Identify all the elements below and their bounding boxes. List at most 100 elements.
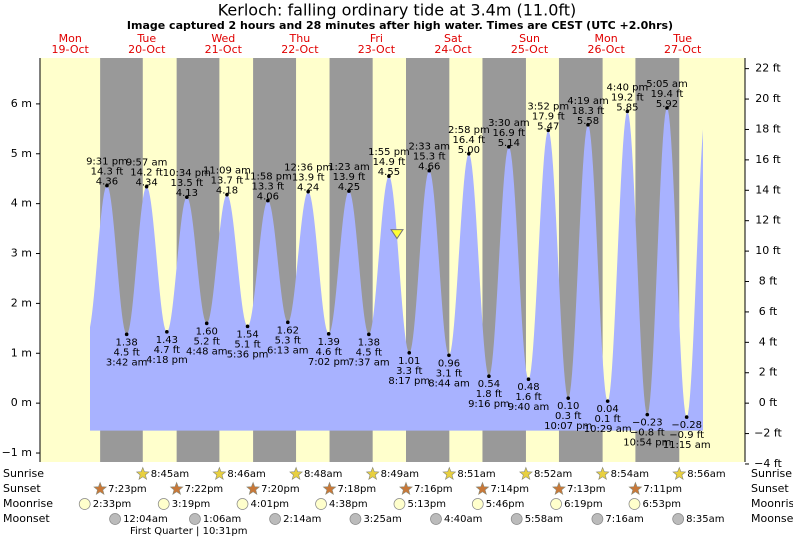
day-date: 27-Oct <box>664 43 702 56</box>
tide-point <box>684 415 689 419</box>
y-tick-label: 6 m <box>11 97 32 110</box>
tide-time: 10:07 pm <box>544 421 592 432</box>
sunrise-time: 8:49am <box>381 469 419 480</box>
sunset-time: 7:18pm <box>338 484 377 495</box>
sunset-icon <box>552 481 566 495</box>
chart-subtitle: Image captured 2 hours and 28 minutes af… <box>127 19 673 32</box>
tide-time: 5:36 pm <box>227 349 269 360</box>
tide-label: 5.47 <box>537 121 559 132</box>
y2-tick-label: 8 ft <box>759 275 778 288</box>
tide-point <box>467 151 471 156</box>
tide-point <box>645 412 650 417</box>
moonrise-icon <box>550 498 562 510</box>
day-weekday: Tue <box>136 32 156 45</box>
sunset-icon <box>169 481 184 495</box>
tide-label: −0.23 <box>632 418 663 429</box>
tide-time: 3:42 am <box>106 357 148 368</box>
sunset-icon <box>475 481 490 495</box>
tide-point <box>605 399 610 403</box>
day-weekday: Tue <box>672 32 692 45</box>
day-weekday: Mon <box>59 32 82 45</box>
moonrise-icon <box>628 498 641 510</box>
tide-label: 5.92 <box>656 99 678 110</box>
moonset-time: 3:25am <box>363 514 401 525</box>
y-tick-label: −1 m <box>2 446 32 459</box>
moonset-time: 8:35am <box>686 514 724 525</box>
y2-tick-label: 18 ft <box>755 122 781 135</box>
tide-point <box>225 192 229 197</box>
moonrise-icon <box>157 498 170 510</box>
tide-label: 1.54 <box>236 329 258 340</box>
sunset-icon <box>246 481 261 495</box>
tide-label: 1.38 <box>358 337 380 348</box>
tide-label: 4.13 <box>176 188 198 199</box>
tide-feet: 16.9 ft <box>492 128 525 139</box>
tide-label: 0.54 <box>478 379 500 390</box>
tide-label: 5.85 <box>616 102 638 113</box>
tide-point <box>487 374 491 379</box>
tide-area <box>90 107 703 431</box>
tide-label: 1.39 <box>318 337 340 348</box>
sunset-time: 7:16pm <box>414 484 453 495</box>
y2-tick-label: 0 ft <box>759 396 778 409</box>
day-weekday: Wed <box>211 32 235 45</box>
tide-point <box>165 330 169 334</box>
tide-label: 1.01 <box>398 356 420 367</box>
tide-feet: 13.7 ft <box>211 176 244 187</box>
tide-point <box>105 183 109 188</box>
tide-time: 9:31 pm <box>86 157 128 168</box>
tide-label: 1.62 <box>277 325 299 336</box>
y2-tick-label: 16 ft <box>755 153 781 166</box>
tide-time: 4:48 am <box>186 346 228 357</box>
sunrise-time: 8:56am <box>687 469 725 480</box>
moonset-icon <box>591 513 604 525</box>
moonrise-time: 6:53pm <box>642 499 681 510</box>
day-date: 24-Oct <box>434 43 472 56</box>
tide-feet: 4.7 ft <box>154 345 180 356</box>
tide-time: 10:29 am <box>584 424 632 435</box>
tide-feet: 13.5 ft <box>170 178 203 189</box>
tide-time: 7:02 pm <box>308 357 350 368</box>
y2-tick-label: 12 ft <box>755 214 781 227</box>
tide-point <box>286 320 290 325</box>
tide-time: 3:52 pm <box>527 101 569 112</box>
tide-feet: 14.3 ft <box>91 167 124 178</box>
tide-point <box>665 106 669 110</box>
tide-time: 2:58 pm <box>448 125 490 136</box>
tide-point <box>387 174 391 179</box>
day-date: 23-Oct <box>358 43 396 56</box>
sunrise-time: 8:45am <box>151 469 189 480</box>
tide-point <box>566 396 571 400</box>
sunrise-icon <box>672 466 687 480</box>
y2-tick-label: −2 ft <box>754 427 782 440</box>
tide-time: 6:13 am <box>267 345 309 356</box>
sunset-icon <box>628 481 643 495</box>
tide-time: 11:15 am <box>663 440 711 451</box>
y-tick-label: 5 m <box>11 147 32 160</box>
moonset-icon <box>672 513 685 525</box>
tide-label: 4.66 <box>418 162 440 173</box>
moonrise-icon <box>78 498 91 510</box>
day-date: 19-Oct <box>52 43 90 56</box>
tide-point <box>507 144 511 149</box>
row-label: Moonrise <box>3 497 53 510</box>
tide-feet: 5.3 ft <box>275 335 301 346</box>
tide-label: 4.36 <box>96 177 118 188</box>
current-tide-marker <box>390 229 404 240</box>
tide-time: 9:16 pm <box>468 399 510 410</box>
sunrise-icon <box>519 466 533 480</box>
moon-phase: First Quarter | 10:31pm <box>130 526 248 537</box>
moonset-icon <box>189 513 201 525</box>
moonset-time: 12:04am <box>123 514 168 525</box>
tide-feet: 19.4 ft <box>651 89 684 100</box>
y-tick-label: 0 m <box>11 396 32 409</box>
tide-feet: 13.9 ft <box>292 173 325 184</box>
tide-time: 10:34 pm <box>163 168 211 179</box>
tide-time: 10:54 pm <box>623 438 671 449</box>
tide-point <box>306 189 310 194</box>
tide-feet: 4.5 ft <box>113 347 139 358</box>
chart-title: Kerloch: falling ordinary tide at 3.4m (… <box>218 1 577 20</box>
tide-feet: 13.3 ft <box>252 182 285 193</box>
moonset-time: 7:16am <box>605 514 643 525</box>
